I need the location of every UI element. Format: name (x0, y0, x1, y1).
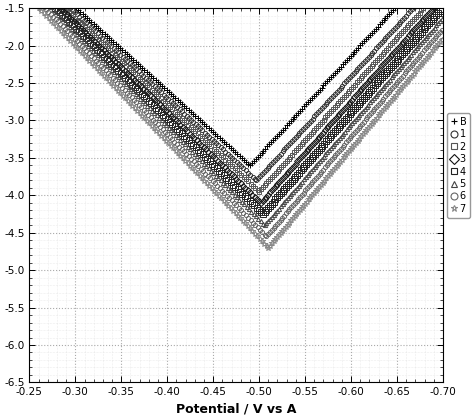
Legend: B, 1, 2, 3, 4, 5, 6, 7: B, 1, 2, 3, 4, 5, 6, 7 (447, 113, 470, 218)
X-axis label: Potential / V vs A: Potential / V vs A (176, 403, 296, 416)
